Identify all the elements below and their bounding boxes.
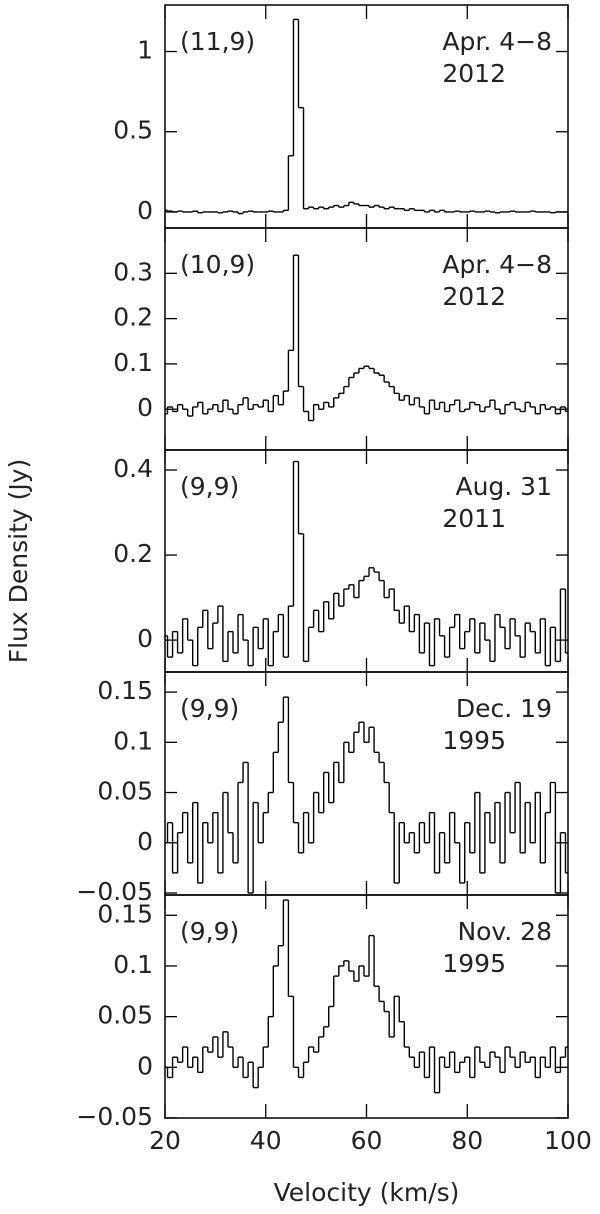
year-label: 2012 (442, 282, 506, 311)
panel: 0 0.1 0.2 0.3 (10,9) Apr. 4−8 2012 (113, 227, 569, 451)
y-tick-label: 1 (137, 36, 153, 65)
y-tick-label: 0.05 (97, 777, 153, 806)
x-tick-label: 20 (149, 1126, 181, 1155)
y-tick-label: 0.4 (113, 454, 153, 483)
year-label: 1995 (442, 726, 506, 755)
year-label: 1995 (442, 949, 506, 978)
y-tick-label: 0.15 (97, 899, 153, 928)
y-tick-label: 0 (137, 827, 153, 856)
x-axis-title: Velocity (km/s) (274, 1178, 460, 1207)
y-tick-label: 0.2 (113, 303, 153, 332)
x-tick-label: 40 (250, 1126, 282, 1155)
date-label: Nov. 28 (457, 917, 552, 946)
x-tick-label: 100 (544, 1126, 592, 1155)
y-tick-label: 0 (137, 624, 153, 653)
transition-label: (9,9) (180, 694, 239, 723)
date-label: Apr. 4−8 (442, 250, 552, 279)
panel: −0.05 0 0.05 0.1 0.15 20 40 60 80 100 (9,9) Nov. 28… (76, 894, 592, 1155)
spectrum (165, 254, 568, 422)
date-label: Dec. 19 (456, 694, 552, 723)
year-label: 2012 (442, 59, 506, 88)
y-tick-label: 0 (137, 196, 153, 225)
transition-label: (9,9) (180, 917, 239, 946)
panel: 0 0.5 1 (11,9) Apr. 4−8 2012 (113, 4, 569, 229)
transition-label: (11,9) (180, 27, 255, 56)
y-tick-label: 0.3 (113, 257, 153, 286)
x-tick-label: 60 (351, 1126, 383, 1155)
y-axis-title: Flux Density (Jy) (4, 459, 33, 664)
y-tick-label: 0.2 (113, 539, 153, 568)
panel: 0 0.2 0.4 (9,9) Aug. 31 2011 (113, 449, 569, 673)
date-label: Aug. 31 (455, 472, 552, 501)
y-tick-label: 0.15 (97, 676, 153, 705)
y-tick-label: 0.1 (113, 348, 153, 377)
y-tick-label: 0.05 (97, 1001, 153, 1030)
spectrum (165, 18, 568, 215)
y-tick-label: −0.05 (76, 877, 153, 906)
y-tick-label: 0.1 (113, 726, 153, 755)
year-label: 2011 (442, 504, 506, 533)
y-tick-label: 0.1 (113, 950, 153, 979)
y-tick-label: 0 (137, 393, 153, 422)
date-label: Apr. 4−8 (442, 27, 552, 56)
transition-label: (10,9) (180, 250, 255, 279)
panel: −0.05 0 0.05 0.1 0.15 (9,9) Dec. 19 1995 (76, 671, 569, 906)
transition-label: (9,9) (180, 472, 239, 501)
y-tick-label: −0.05 (76, 1102, 153, 1131)
spectrum (165, 696, 568, 894)
spectrum (165, 899, 568, 1094)
spectrum (165, 460, 568, 667)
x-tick-label: 80 (451, 1126, 483, 1155)
y-tick-label: 0 (137, 1051, 153, 1080)
y-tick-label: 0.5 (113, 116, 153, 145)
